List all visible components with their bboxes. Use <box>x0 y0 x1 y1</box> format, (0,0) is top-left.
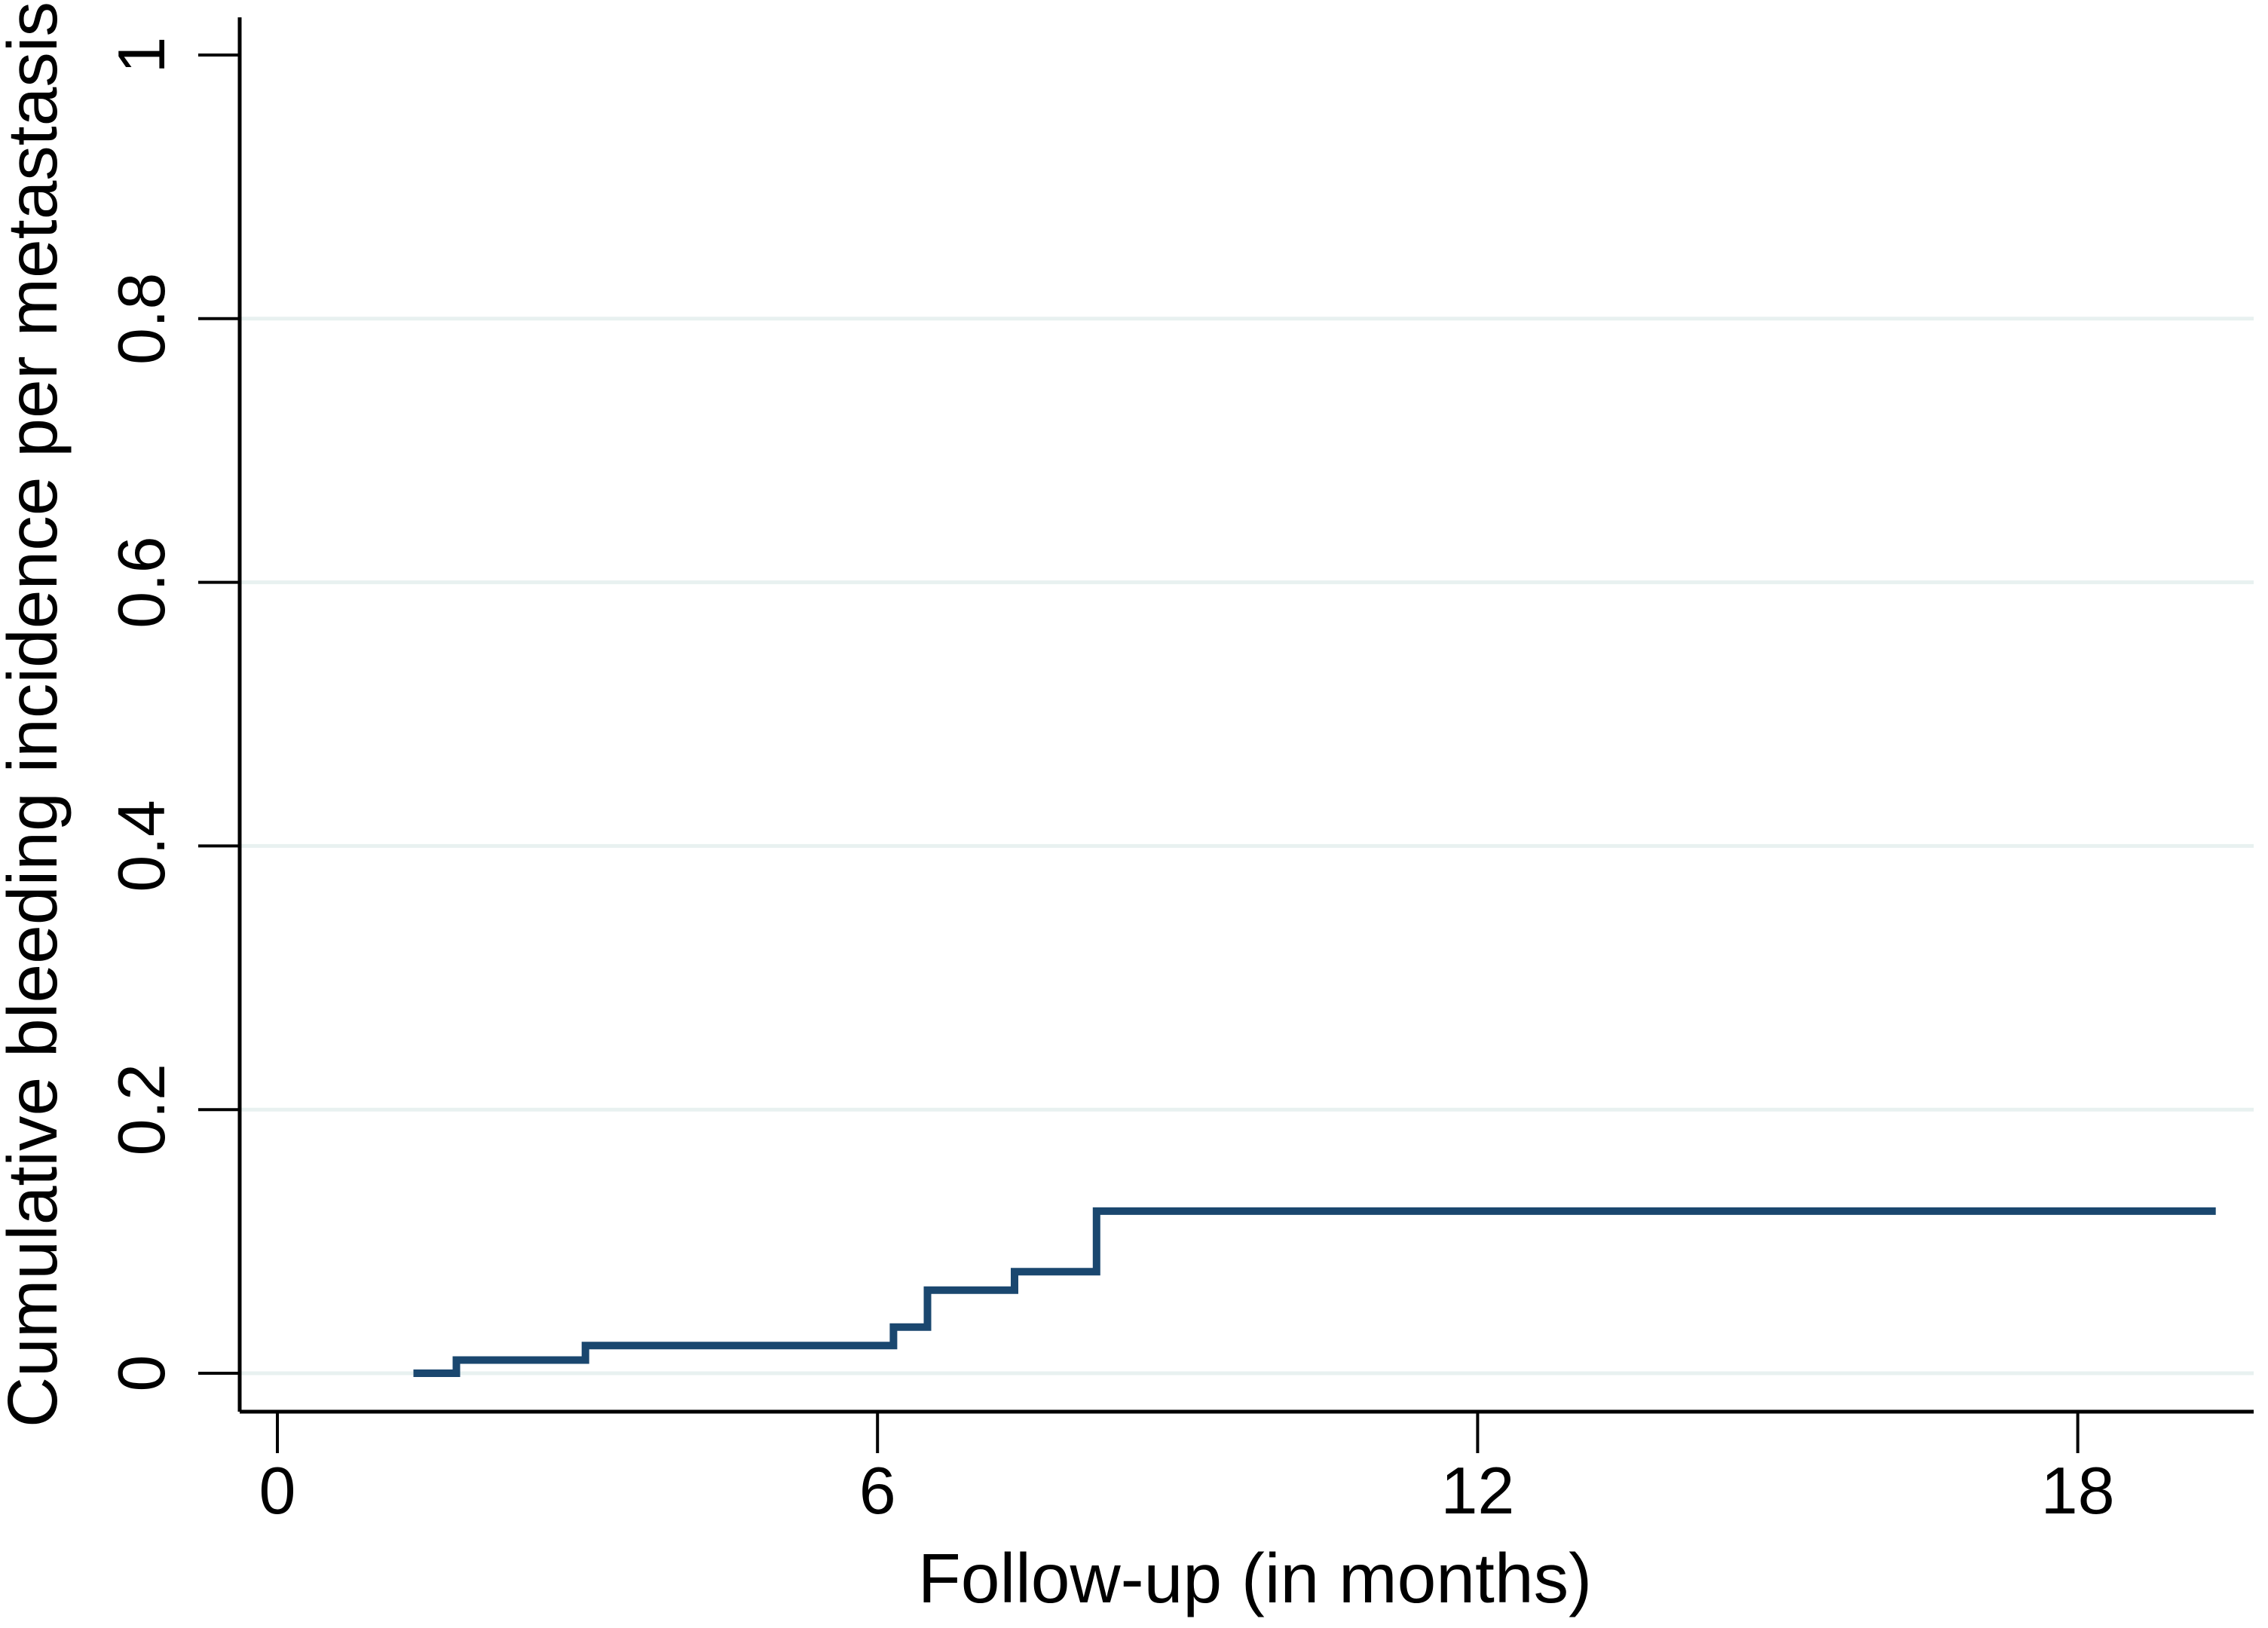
x-tick-label: 12 <box>1440 1453 1514 1528</box>
gridlines <box>240 317 2254 1376</box>
axes <box>237 17 2254 1414</box>
y-tick-label: 0 <box>104 1355 179 1392</box>
y-tick-label: 1 <box>104 37 179 74</box>
y-tick-label: 0.4 <box>104 800 179 892</box>
x-tick-label: 18 <box>2041 1453 2115 1528</box>
y-axis-title: Cumulative bleeding incidence per metast… <box>0 2 72 1428</box>
y-tick-label: 0.6 <box>104 536 179 628</box>
x-tick-label: 6 <box>859 1453 896 1528</box>
axis-ticks <box>198 54 2080 1453</box>
series-step-line <box>413 1207 2216 1377</box>
tick-labels: 0 6 12 18 0 0.2 0.4 0.6 0.8 1 <box>104 37 2115 1528</box>
cumulative-incidence-step-line <box>413 1207 2216 1377</box>
y-tick-label: 0.2 <box>104 1063 179 1155</box>
y-tick-label: 0.8 <box>104 273 179 365</box>
x-tick-label: 0 <box>259 1453 296 1528</box>
x-axis-title: Follow-up (in months) <box>918 1539 1592 1617</box>
